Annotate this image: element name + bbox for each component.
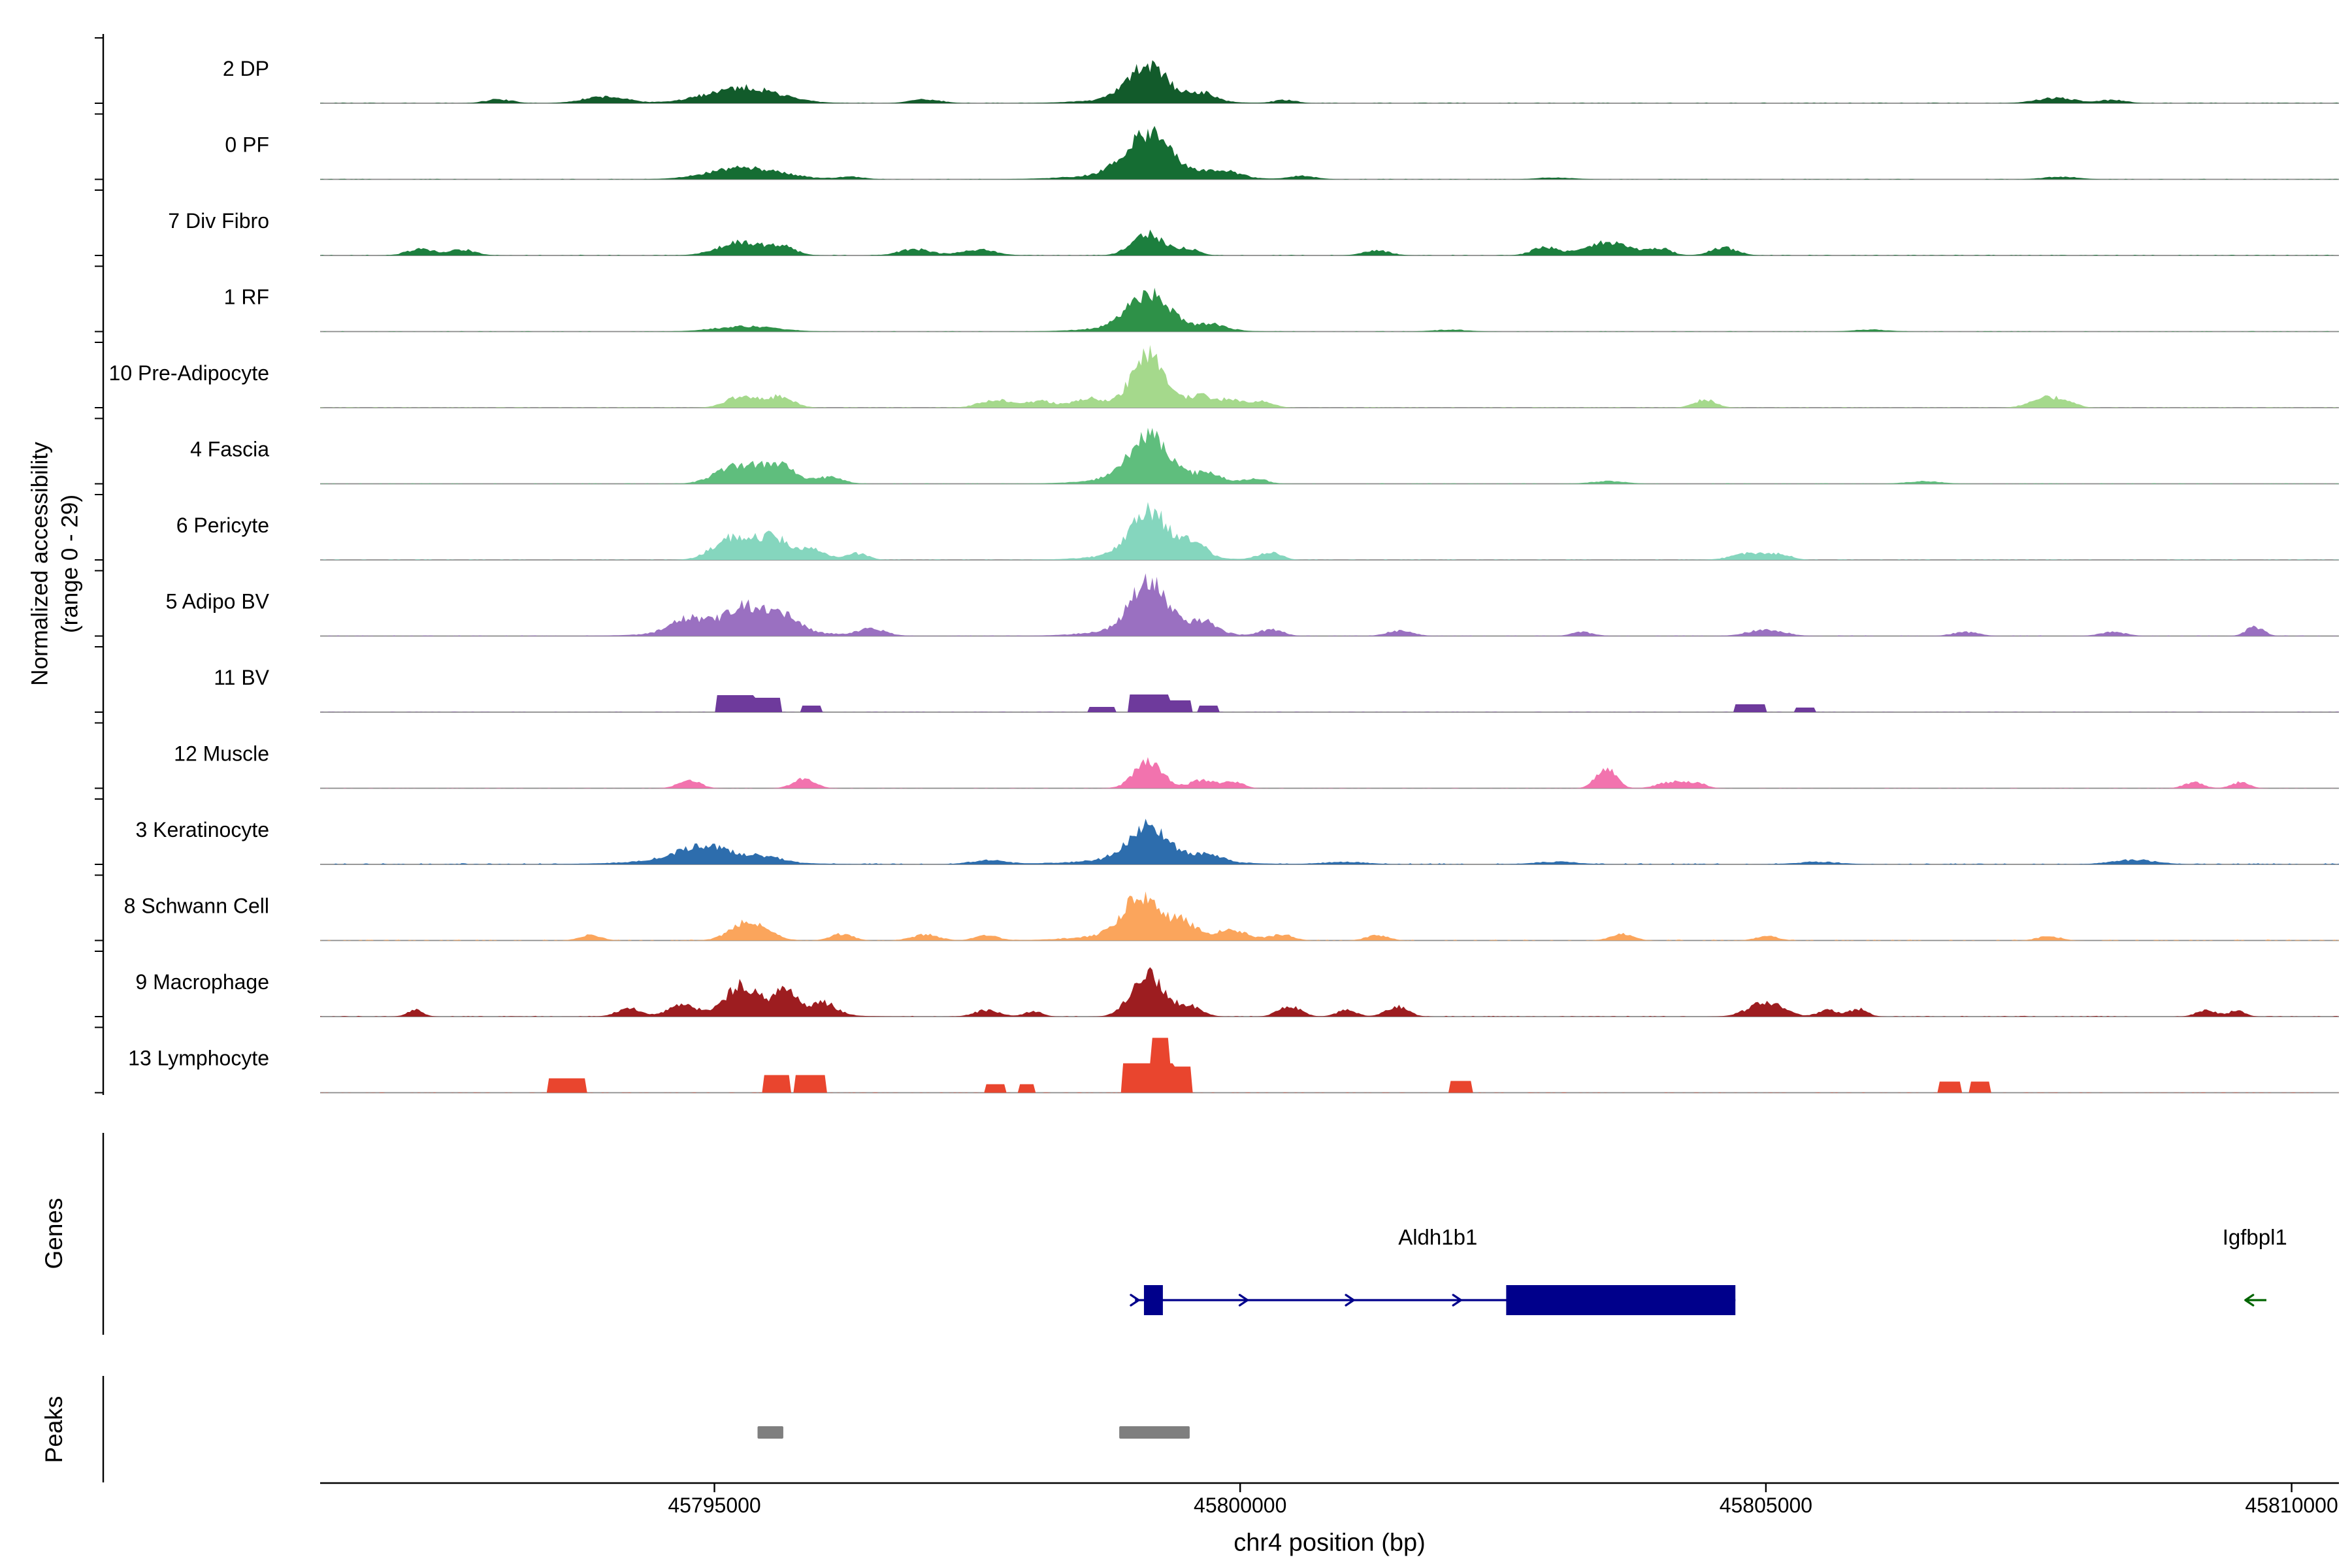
track-signal [320, 502, 2339, 560]
track-label: 8 Schwann Cell [124, 894, 269, 918]
gene-strand-arrow-icon [1345, 1294, 1355, 1307]
track-signal [320, 427, 2339, 484]
track-label: 2 DP [223, 57, 269, 80]
track-signal [320, 345, 2339, 408]
track-9-macrophage: 9 Macrophage [95, 951, 2339, 1017]
track-label: 5 Adipo BV [166, 590, 270, 613]
track-signal [320, 967, 2339, 1017]
gene-strand-arrow-icon [1238, 1294, 1249, 1307]
gene-exon [1506, 1285, 1736, 1315]
track-label: 10 Pre-Adipocyte [109, 361, 269, 385]
gene-aldh1b1: Aldh1b1 [1130, 1225, 1736, 1315]
track-label: 11 BV [214, 666, 269, 689]
x-axis-tick-label: 45795000 [668, 1494, 760, 1517]
track-11-bv: 11 BV [95, 646, 2339, 713]
track-signal [320, 819, 2339, 864]
peak-region [757, 1426, 783, 1439]
track-signal [320, 694, 2339, 712]
track-signal [320, 757, 2339, 789]
track-label: 4 Fascia [190, 438, 269, 461]
track-signal [320, 229, 2339, 255]
track-label: 3 Keratinocyte [135, 818, 269, 841]
gene-igfbpl1: Igfbpl1 [2223, 1225, 2287, 1307]
gene-strand-arrow-icon [1130, 1294, 1140, 1307]
track-0-pf: 0 PF [95, 113, 2339, 180]
track-label: 12 Muscle [174, 742, 269, 766]
track-label: 9 Macrophage [135, 970, 269, 994]
track-13-lymphocyte: 13 Lymphocyte [95, 1026, 2339, 1094]
gene-exon [1143, 1285, 1163, 1315]
peaks-section-label: Peaks [41, 1396, 67, 1463]
track-2-dp: 2 DP [95, 37, 2339, 104]
y-axis-label-line1: Normalized accessibility [27, 442, 53, 686]
track-label: 1 RF [224, 286, 269, 309]
gene-label: Aldh1b1 [1398, 1225, 1477, 1249]
x-axis-tick-label: 45800000 [1194, 1494, 1286, 1517]
track-12-muscle: 12 Muscle [95, 722, 2339, 789]
x-axis-tick-label: 45810000 [2245, 1494, 2338, 1517]
gene-label: Igfbpl1 [2223, 1225, 2287, 1249]
track-signal [320, 125, 2339, 180]
track-7-div-fibro: 7 Div Fibro [95, 189, 2339, 256]
track-label: 0 PF [225, 133, 269, 157]
genes-section-label: Genes [41, 1198, 67, 1269]
track-signal [320, 60, 2339, 103]
x-axis-tick-label: 45805000 [1720, 1494, 1812, 1517]
track-5-adipo-bv: 5 Adipo BV [95, 570, 2339, 637]
track-label: 13 Lymphocyte [128, 1047, 269, 1070]
track-10-pre-adipocyte: 10 Pre-Adipocyte [95, 342, 2339, 408]
track-4-fascia: 4 Fascia [95, 417, 2339, 485]
track-label: 6 Pericyte [176, 514, 269, 537]
track-8-schwann-cell: 8 Schwann Cell [95, 874, 2339, 941]
track-signal [320, 287, 2339, 332]
x-axis-title: chr4 position (bp) [1233, 1529, 1426, 1557]
track-3-keratinocyte: 3 Keratinocyte [95, 798, 2339, 865]
y-axis-label-line2: (range 0 - 29) [57, 494, 82, 634]
y-axis-label: Normalized accessibility (range 0 - 29) [25, 442, 85, 685]
track-signal [320, 1037, 2339, 1093]
track-1-rf: 1 RF [95, 265, 2339, 333]
track-signal [320, 891, 2339, 941]
track-label: 7 Div Fibro [168, 209, 269, 233]
gene-strand-arrow-icon [1452, 1294, 1462, 1307]
peak-region [1119, 1426, 1190, 1439]
track-6-pericyte: 6 Pericyte [95, 494, 2339, 561]
track-signal [320, 573, 2339, 636]
gene-strand-arrow-icon [2244, 1294, 2255, 1307]
